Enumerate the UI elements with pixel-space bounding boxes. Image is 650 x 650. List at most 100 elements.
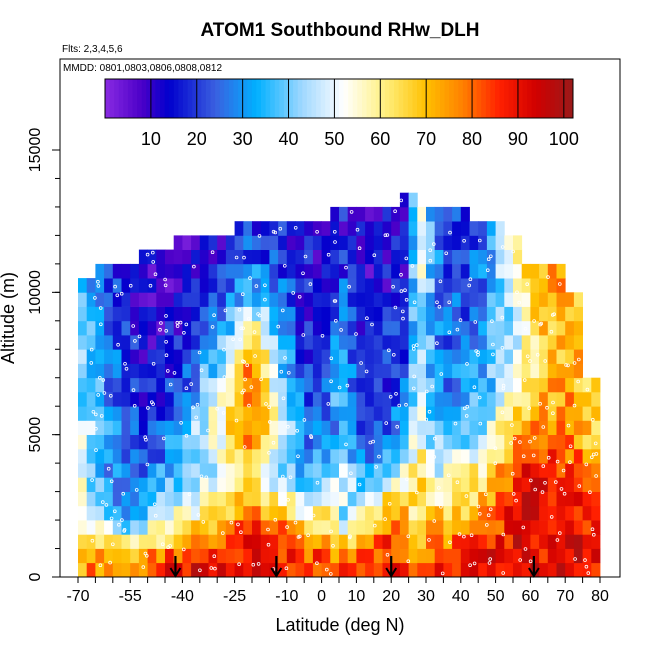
heatmap-cell bbox=[191, 505, 201, 521]
heatmap-cell bbox=[539, 306, 549, 322]
observation-point bbox=[184, 322, 189, 327]
heatmap-cell bbox=[95, 335, 105, 350]
observation-point bbox=[535, 352, 540, 357]
heatmap-cell bbox=[339, 406, 349, 421]
heatmap-cell bbox=[173, 477, 183, 492]
heatmap-cell bbox=[391, 349, 401, 364]
heatmap-cell bbox=[112, 520, 122, 535]
heatmap-cell bbox=[138, 306, 148, 322]
heatmap-cell bbox=[217, 292, 227, 307]
heatmap-cell bbox=[399, 349, 409, 364]
heatmap-cell bbox=[225, 349, 235, 364]
observation-point bbox=[533, 487, 537, 492]
colorbar-swatch bbox=[540, 79, 546, 118]
heatmap-cell bbox=[539, 335, 549, 350]
heatmap-cell bbox=[86, 434, 96, 450]
heatmap-cell bbox=[208, 363, 218, 379]
heatmap-cell bbox=[573, 392, 583, 407]
heatmap-cell bbox=[452, 349, 462, 364]
observation-point bbox=[93, 296, 97, 300]
heatmap-cell bbox=[199, 534, 209, 549]
heatmap-cell bbox=[86, 349, 96, 364]
heatmap-cell bbox=[452, 434, 462, 450]
colorbar-swatch bbox=[348, 79, 354, 118]
heatmap-cell bbox=[147, 306, 157, 322]
heatmap-cell bbox=[330, 491, 340, 507]
observation-point bbox=[252, 330, 257, 334]
heatmap-cell bbox=[539, 406, 549, 421]
heatmap-cell bbox=[478, 520, 488, 535]
heatmap-cell bbox=[556, 320, 566, 336]
heatmap-cell bbox=[547, 392, 557, 407]
heatmap-cell bbox=[417, 548, 427, 564]
heatmap-cell bbox=[330, 206, 340, 222]
chart-title: ATOM1 Southbound RHw_DLH bbox=[201, 20, 480, 41]
heatmap-cell bbox=[286, 548, 296, 564]
heatmap-cell bbox=[478, 235, 488, 250]
observation-point bbox=[240, 390, 245, 395]
heatmap-cell bbox=[486, 392, 496, 407]
heatmap-cell bbox=[486, 505, 496, 521]
heatmap-cell bbox=[182, 562, 192, 578]
heatmap-cell bbox=[565, 448, 575, 464]
heatmap-cell bbox=[304, 221, 314, 236]
heatmap-cell bbox=[391, 320, 401, 336]
heatmap-cell bbox=[234, 335, 244, 350]
observation-point bbox=[509, 441, 513, 445]
heatmap-cell bbox=[130, 477, 140, 492]
heatmap-cell bbox=[426, 448, 436, 464]
heatmap-cell bbox=[365, 505, 375, 521]
heatmap-cell bbox=[104, 320, 114, 336]
colorbar-swatch bbox=[375, 79, 381, 118]
x-tick-label: -10 bbox=[275, 588, 298, 605]
heatmap-cell bbox=[452, 306, 462, 322]
heatmap-cell bbox=[225, 477, 235, 492]
heatmap-cell bbox=[495, 363, 505, 379]
heatmap-cell bbox=[217, 562, 227, 578]
heatmap-cell bbox=[312, 477, 322, 492]
colorbar-swatch bbox=[531, 79, 537, 118]
heatmap-cell bbox=[443, 463, 453, 478]
heatmap-cell bbox=[130, 520, 140, 535]
heatmap-cell bbox=[408, 392, 418, 407]
heatmap-cell bbox=[339, 221, 349, 236]
x-axis-label: Latitude (deg N) bbox=[275, 615, 404, 635]
y-tick-label: 5000 bbox=[27, 417, 44, 453]
heatmap-cell bbox=[312, 235, 322, 250]
colorbar-swatch bbox=[210, 79, 216, 118]
heatmap-cell bbox=[339, 263, 349, 279]
heatmap-cell bbox=[78, 377, 88, 393]
heatmap-cell bbox=[556, 448, 566, 464]
heatmap-cell bbox=[486, 520, 496, 535]
heatmap-cell bbox=[339, 278, 349, 293]
heatmap-cell bbox=[521, 491, 531, 507]
colorbar-tick-label: 50 bbox=[324, 129, 344, 149]
heatmap-cell bbox=[339, 206, 349, 222]
heatmap-cell bbox=[191, 335, 201, 350]
heatmap-cell bbox=[121, 335, 131, 350]
observation-point bbox=[209, 566, 214, 570]
heatmap-cell bbox=[138, 463, 148, 478]
observation-point bbox=[399, 272, 403, 277]
heatmap-cell bbox=[225, 520, 235, 535]
heatmap-cell bbox=[399, 520, 409, 535]
heatmap-cell bbox=[252, 434, 262, 450]
observation-point bbox=[550, 313, 555, 317]
heatmap-cell bbox=[539, 292, 549, 307]
heatmap-cell bbox=[234, 491, 244, 507]
x-tick-label: 80 bbox=[591, 588, 609, 605]
heatmap-cell bbox=[356, 562, 366, 578]
heatmap-cell bbox=[312, 320, 322, 336]
observation-point bbox=[541, 425, 546, 429]
heatmap-cell bbox=[347, 406, 357, 421]
observation-point bbox=[546, 455, 551, 460]
colorbar-swatch bbox=[439, 79, 446, 118]
heatmap-cell bbox=[521, 363, 531, 379]
heatmap-cell bbox=[408, 221, 418, 236]
observation-point bbox=[204, 475, 209, 480]
heatmap-cell bbox=[556, 505, 566, 521]
heatmap-cell bbox=[469, 548, 479, 564]
heatmap-cell bbox=[321, 520, 331, 535]
heatmap-cell bbox=[173, 505, 183, 521]
heatmap-cell bbox=[78, 420, 88, 435]
